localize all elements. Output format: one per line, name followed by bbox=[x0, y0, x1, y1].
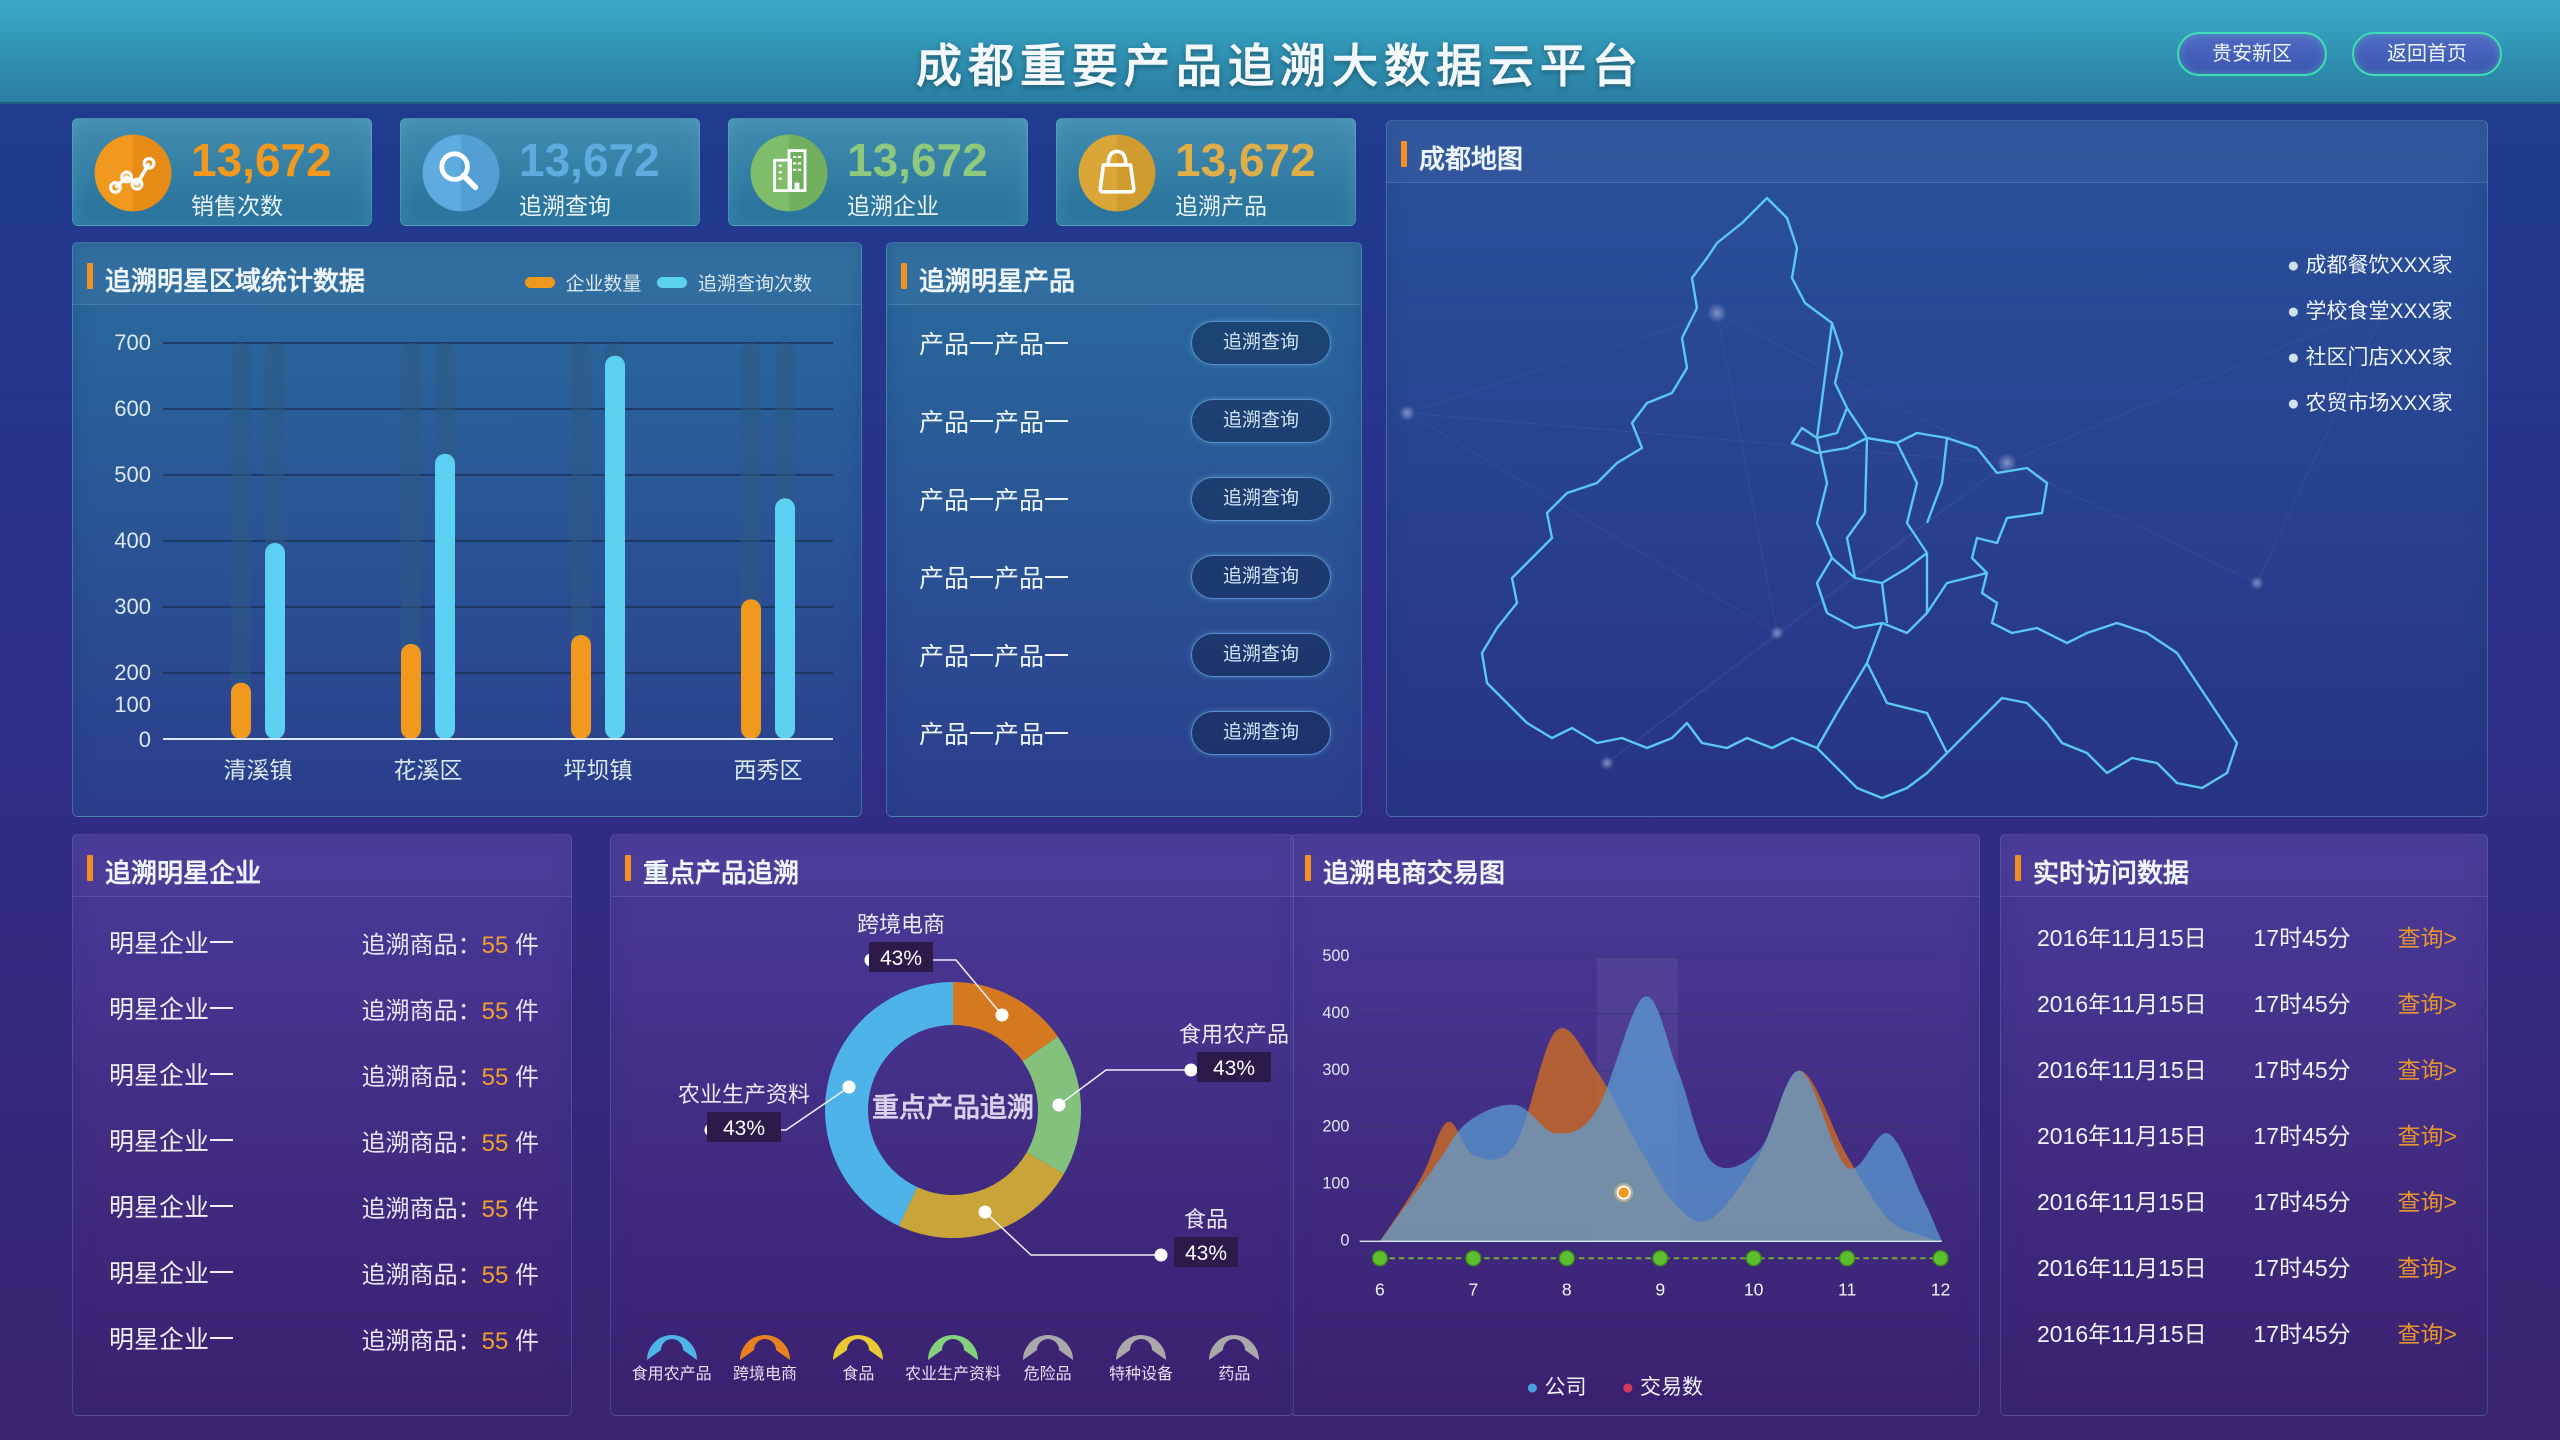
svg-text:200: 200 bbox=[1322, 1118, 1349, 1136]
svg-text:农业生产资料: 农业生产资料 bbox=[678, 1082, 810, 1107]
svg-text:花溪区: 花溪区 bbox=[394, 757, 463, 783]
svg-text:43%: 43% bbox=[880, 947, 922, 970]
svg-text:700: 700 bbox=[114, 330, 151, 355]
svg-text:9: 9 bbox=[1655, 1280, 1665, 1300]
svg-text:清溪镇: 清溪镇 bbox=[224, 757, 293, 783]
svg-text:6: 6 bbox=[1375, 1280, 1385, 1300]
svg-text:600: 600 bbox=[114, 396, 151, 421]
svg-text:0: 0 bbox=[139, 727, 151, 752]
svg-text:11: 11 bbox=[1838, 1280, 1856, 1300]
svg-text:500: 500 bbox=[114, 462, 151, 487]
svg-text:食用农产品: 食用农产品 bbox=[1179, 1022, 1289, 1047]
svg-text:43%: 43% bbox=[723, 1117, 765, 1140]
svg-text:西秀区: 西秀区 bbox=[734, 757, 803, 783]
svg-text:12: 12 bbox=[1931, 1280, 1951, 1300]
svg-text:43%: 43% bbox=[1213, 1057, 1255, 1080]
svg-text:43%: 43% bbox=[1185, 1242, 1227, 1265]
svg-text:500: 500 bbox=[1322, 947, 1349, 965]
svg-text:200: 200 bbox=[114, 660, 151, 685]
svg-text:坪坝镇: 坪坝镇 bbox=[564, 757, 633, 783]
svg-text:8: 8 bbox=[1562, 1280, 1572, 1300]
svg-text:食品: 食品 bbox=[1184, 1207, 1228, 1232]
svg-text:400: 400 bbox=[114, 528, 151, 553]
svg-text:0: 0 bbox=[1340, 1231, 1349, 1249]
svg-text:400: 400 bbox=[1322, 1004, 1349, 1022]
svg-text:跨境电商: 跨境电商 bbox=[857, 912, 945, 937]
svg-text:重点产品追溯: 重点产品追溯 bbox=[872, 1092, 1034, 1123]
svg-text:300: 300 bbox=[1322, 1061, 1349, 1079]
svg-text:100: 100 bbox=[114, 692, 151, 717]
svg-text:100: 100 bbox=[1322, 1175, 1349, 1193]
svg-text:7: 7 bbox=[1468, 1280, 1478, 1300]
svg-text:10: 10 bbox=[1744, 1280, 1764, 1300]
svg-text:300: 300 bbox=[114, 594, 151, 619]
